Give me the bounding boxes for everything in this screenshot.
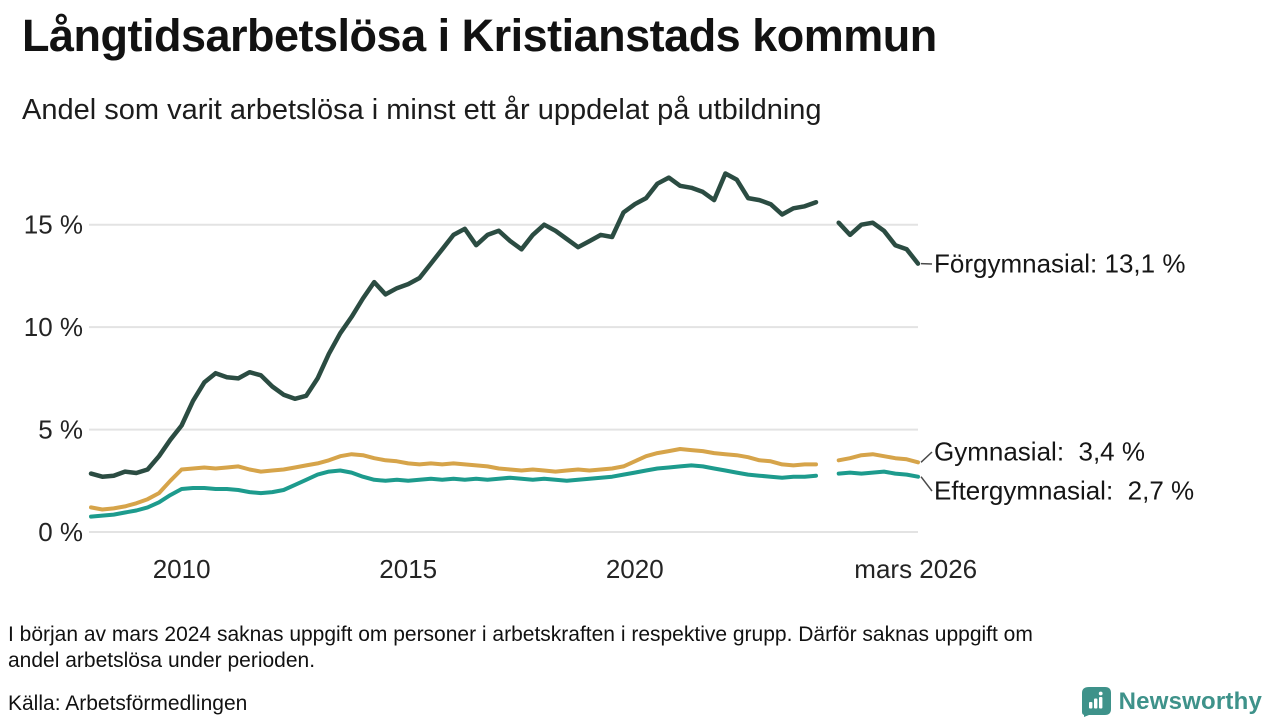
chart-subtitle: Andel som varit arbetslösa i minst ett å… [22, 94, 822, 126]
newsworthy-logo-text: Newsworthy [1118, 687, 1262, 715]
series-line-eftergymnasial [89, 463, 818, 519]
series-line-eftergymnasial [836, 469, 920, 479]
x-axis-tick-label: 2010 [153, 554, 211, 584]
series-end-label-gymnasial: Gymnasial: 3,4 % [934, 436, 1145, 467]
footnote-line-2: andel arbetslösa under perioden. [8, 649, 316, 672]
series-end-label-forgymnasial: Förgymnasial: 13,1 % [934, 248, 1186, 279]
gridlines [89, 223, 918, 533]
series-line-gymnasial [836, 452, 920, 465]
y-axis-tick-label: 0 % [38, 517, 83, 547]
label-connectors [920, 262, 933, 492]
footnote: I början av mars 2024 saknas uppgift om … [8, 622, 1033, 674]
axis-tick-labels: 0 % 5 % 10 % 15 % 2010 2015 2020 mars 2026 [24, 210, 977, 584]
series-line-förgymnasial [88, 171, 819, 479]
series-line-förgymnasial [836, 220, 921, 266]
label-connector [920, 476, 933, 492]
series-lines [88, 171, 921, 519]
series-line-gymnasial [89, 447, 818, 512]
footnote-line-1: I början av mars 2024 saknas uppgift om … [8, 623, 1033, 646]
x-axis-tick-label: 2015 [379, 554, 437, 584]
newsworthy-logo-icon [1081, 687, 1111, 717]
y-axis-tick-label: 10 % [24, 312, 83, 342]
x-axis-tick-label: 2020 [606, 554, 664, 584]
y-axis-tick-label: 5 % [38, 415, 83, 445]
source-note: Källa: Arbetsförmedlingen [8, 692, 248, 715]
page-title: Långtidsarbetslösa i Kristianstads kommu… [22, 10, 937, 61]
series-end-label-eftergymnasial: Eftergymnasial: 2,7 % [934, 475, 1195, 506]
y-axis-tick-label: 15 % [24, 210, 83, 240]
label-connector [920, 451, 933, 463]
x-axis-tick-label: mars 2026 [854, 554, 977, 584]
newsworthy-logo: Newsworthy [1081, 686, 1262, 717]
